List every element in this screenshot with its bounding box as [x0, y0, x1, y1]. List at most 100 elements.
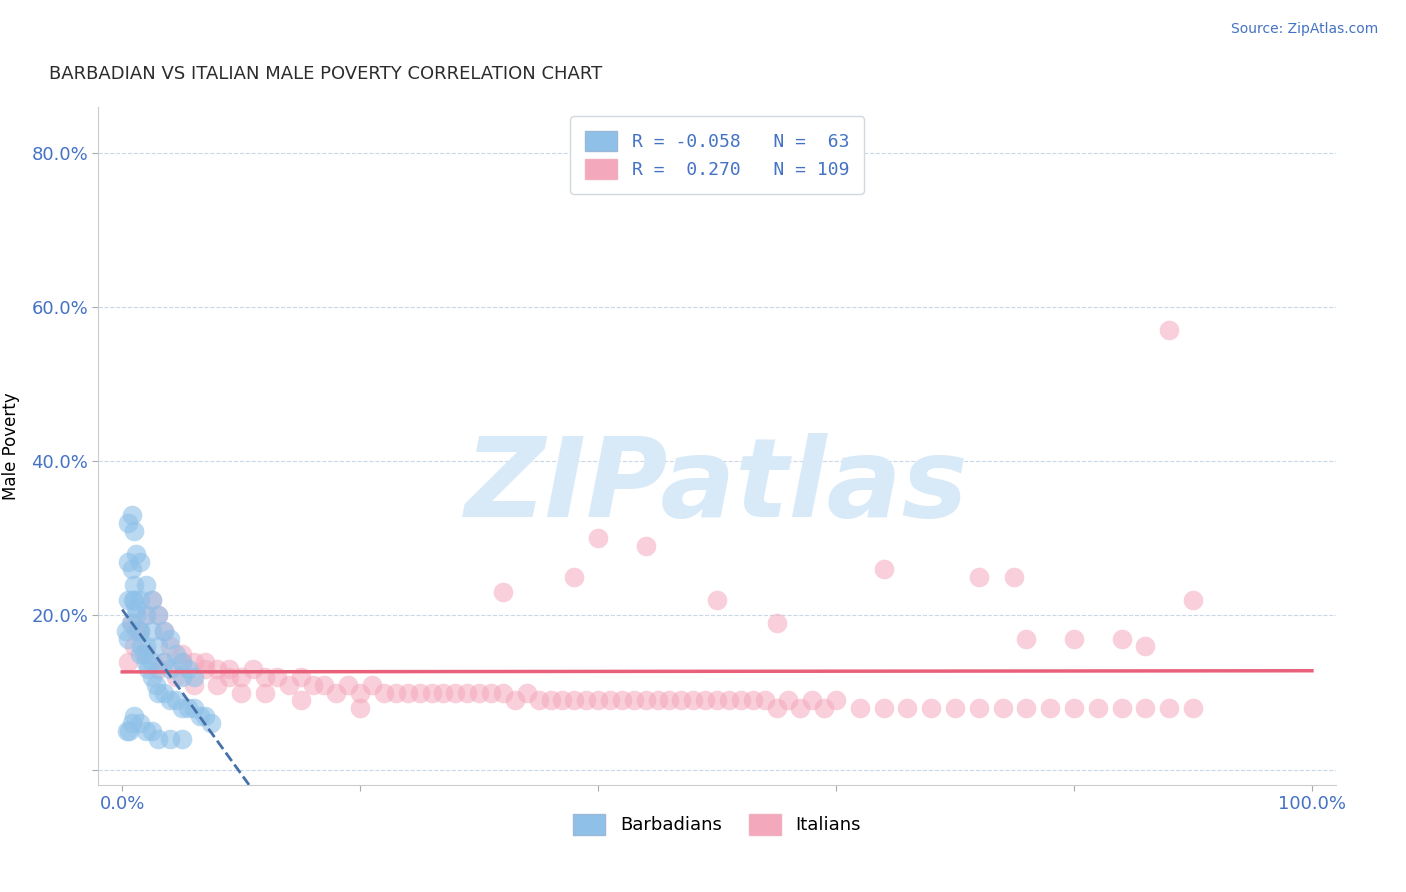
Point	[492, 585, 515, 599]
Point	[165, 670, 187, 684]
Point	[159, 632, 181, 646]
Point	[129, 624, 152, 638]
Point	[120, 616, 142, 631]
Point	[170, 701, 193, 715]
Point	[1159, 323, 1181, 337]
Point	[586, 693, 609, 707]
Point	[129, 716, 152, 731]
Point	[125, 624, 148, 638]
Point	[135, 577, 157, 591]
Point	[872, 562, 894, 576]
Point	[183, 678, 205, 692]
Point	[349, 701, 371, 715]
Point	[183, 670, 205, 684]
Legend: Barbadians, Italians: Barbadians, Italians	[564, 805, 870, 844]
Point	[122, 577, 145, 591]
Point	[647, 693, 669, 707]
Point	[114, 624, 136, 638]
Point	[194, 655, 217, 669]
Y-axis label: Male Poverty: Male Poverty	[1, 392, 20, 500]
Point	[634, 539, 657, 553]
Point	[1063, 701, 1085, 715]
Point	[408, 685, 430, 699]
Point	[146, 731, 169, 746]
Point	[801, 693, 824, 707]
Point	[1159, 701, 1181, 715]
Text: Source: ZipAtlas.com: Source: ZipAtlas.com	[1230, 22, 1378, 37]
Point	[153, 655, 176, 669]
Point	[176, 701, 198, 715]
Text: BARBADIAN VS ITALIAN MALE POVERTY CORRELATION CHART: BARBADIAN VS ITALIAN MALE POVERTY CORREL…	[49, 65, 602, 83]
Point	[1181, 701, 1204, 715]
Point	[551, 693, 574, 707]
Point	[1087, 701, 1109, 715]
Point	[242, 662, 264, 676]
Point	[125, 600, 148, 615]
Point	[207, 662, 229, 676]
Point	[159, 640, 181, 654]
Point	[385, 685, 408, 699]
Point	[121, 562, 143, 576]
Point	[165, 693, 187, 707]
Point	[468, 685, 491, 699]
Point	[1181, 593, 1204, 607]
Point	[153, 685, 176, 699]
Point	[420, 685, 443, 699]
Point	[188, 708, 211, 723]
Point	[396, 685, 419, 699]
Point	[872, 701, 894, 715]
Point	[623, 693, 645, 707]
Point	[117, 655, 139, 669]
Point	[253, 685, 276, 699]
Point	[170, 647, 193, 661]
Point	[479, 685, 502, 699]
Point	[943, 701, 966, 715]
Point	[231, 685, 253, 699]
Point	[277, 678, 299, 692]
Point	[920, 701, 942, 715]
Point	[741, 693, 763, 707]
Point	[562, 693, 585, 707]
Point	[153, 624, 176, 638]
Point	[717, 693, 740, 707]
Point	[789, 701, 811, 715]
Point	[778, 693, 800, 707]
Point	[671, 693, 693, 707]
Point	[122, 593, 145, 607]
Point	[132, 647, 155, 661]
Point	[165, 647, 187, 661]
Point	[456, 685, 478, 699]
Text: ZIPatlas: ZIPatlas	[465, 434, 969, 541]
Point	[125, 608, 148, 623]
Point	[1063, 632, 1085, 646]
Point	[730, 693, 752, 707]
Point	[540, 693, 562, 707]
Point	[129, 647, 152, 661]
Point	[121, 616, 143, 631]
Point	[122, 524, 145, 538]
Point	[146, 685, 169, 699]
Point	[141, 624, 163, 638]
Point	[266, 670, 288, 684]
Point	[129, 640, 152, 654]
Point	[170, 655, 193, 669]
Point	[896, 701, 918, 715]
Point	[1111, 701, 1133, 715]
Point	[146, 608, 169, 623]
Point	[183, 701, 205, 715]
Point	[153, 624, 176, 638]
Point	[138, 662, 160, 676]
Point	[337, 678, 360, 692]
Point	[562, 570, 585, 584]
Point	[503, 693, 526, 707]
Point	[991, 701, 1014, 715]
Point	[586, 532, 609, 546]
Point	[218, 662, 240, 676]
Point	[695, 693, 717, 707]
Point	[516, 685, 538, 699]
Point	[129, 624, 152, 638]
Point	[141, 593, 163, 607]
Point	[301, 678, 323, 692]
Point	[682, 693, 704, 707]
Point	[117, 632, 139, 646]
